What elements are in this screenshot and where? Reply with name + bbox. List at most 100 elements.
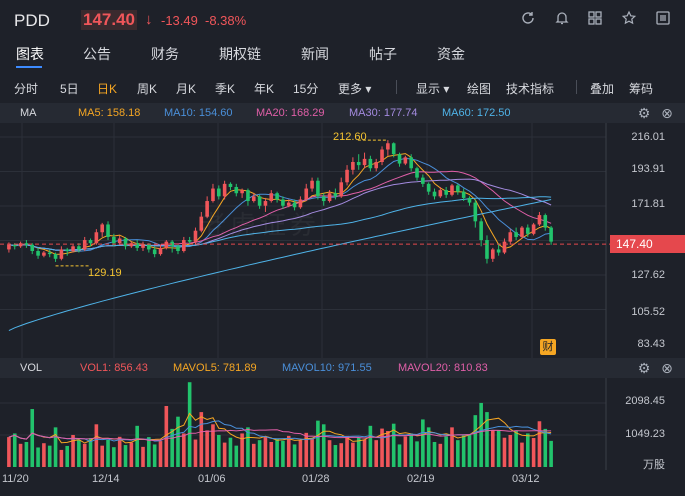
tab-options-chain[interactable]: 期权链 xyxy=(219,46,261,62)
candle xyxy=(123,238,128,247)
volume-bar xyxy=(502,437,507,467)
tab-news[interactable]: 新闻 xyxy=(301,46,329,62)
candle xyxy=(473,202,478,222)
volume-bar xyxy=(456,440,460,467)
volume-bar xyxy=(82,443,87,467)
period-5day[interactable]: 5日 xyxy=(60,82,79,96)
indicators-button[interactable]: 技术指标 xyxy=(506,82,555,96)
display-dropdown[interactable]: 显示 ▾ xyxy=(416,80,449,97)
candle xyxy=(298,199,303,208)
down-arrow-icon: ↓ xyxy=(145,11,153,28)
ma5-line xyxy=(8,153,552,255)
candle xyxy=(549,227,553,242)
mavol5-value: MAVOL5: 781.89 xyxy=(173,362,257,374)
period-intraday[interactable]: 分时 xyxy=(14,82,39,96)
close-icon[interactable]: ⊗ xyxy=(661,105,673,121)
candle xyxy=(176,246,180,251)
star-icon[interactable] xyxy=(619,10,639,30)
price-axis-label: 127.62 xyxy=(631,269,665,281)
volume-bar xyxy=(193,439,198,467)
volume-bar xyxy=(415,441,419,467)
tab-posts[interactable]: 帖子 xyxy=(369,46,397,62)
period-daily[interactable]: 日K xyxy=(97,82,118,96)
volume-bar xyxy=(374,440,379,467)
financial-report-badge[interactable]: 财 xyxy=(540,339,556,355)
refresh-icon[interactable] xyxy=(518,10,538,30)
volume-bar xyxy=(426,427,431,467)
candle xyxy=(88,240,93,244)
candle xyxy=(525,227,530,234)
top-bar: PDD 147.40 ↓ -13.49 -8.38% xyxy=(0,0,685,40)
candle xyxy=(30,244,35,251)
candle xyxy=(240,190,244,194)
period-15min[interactable]: 15分 xyxy=(293,82,319,96)
gear-icon[interactable]: ⚙ xyxy=(637,360,651,376)
volume-chart[interactable] xyxy=(0,378,685,470)
more-periods-dropdown[interactable]: 更多 ▾ xyxy=(338,80,371,97)
ma-label[interactable]: MA xyxy=(20,107,37,119)
candle xyxy=(467,197,472,203)
volume-bar xyxy=(473,415,478,467)
volume-bar xyxy=(292,444,297,467)
candle xyxy=(450,185,454,195)
candle xyxy=(246,190,250,202)
close-icon[interactable]: ⊗ xyxy=(661,360,673,376)
candle xyxy=(24,243,29,245)
volume-bar xyxy=(525,433,530,467)
volume-bar xyxy=(345,435,349,467)
candle xyxy=(391,143,396,155)
candle xyxy=(362,158,367,166)
mavol20-line xyxy=(8,428,552,441)
chips-button[interactable]: 筹码 xyxy=(629,82,654,96)
candle xyxy=(351,161,355,170)
tab-chart[interactable]: 图表 xyxy=(16,46,44,62)
drawing-button[interactable]: 绘图 xyxy=(467,82,492,96)
volume-bar xyxy=(141,446,145,467)
volume-bar xyxy=(88,438,93,467)
period-quarterly[interactable]: 季K xyxy=(215,82,236,96)
volume-bar xyxy=(520,442,524,467)
overlay-button[interactable]: 叠加 xyxy=(590,82,615,96)
tab-capital-flow[interactable]: 资金 xyxy=(437,46,465,62)
volume-bar xyxy=(491,430,495,467)
candle xyxy=(77,246,81,250)
grid-icon[interactable] xyxy=(585,10,605,30)
bell-icon[interactable] xyxy=(552,10,572,30)
price-change: -13.49 xyxy=(161,13,198,28)
volume-bar xyxy=(549,440,553,467)
candle xyxy=(129,243,134,247)
volume-bar xyxy=(310,438,314,467)
candle xyxy=(491,249,495,259)
volume-bar xyxy=(47,445,52,467)
candle xyxy=(327,193,332,202)
tab-financials[interactable]: 财务 xyxy=(151,46,179,62)
candle xyxy=(543,215,548,228)
candle xyxy=(257,196,262,206)
candle xyxy=(415,168,419,178)
volume-bar xyxy=(112,447,116,467)
candle xyxy=(275,193,279,200)
volume-legend-bar: VOL VOL1: 856.43 MAVOL5: 781.89 MAVOL10:… xyxy=(0,358,685,378)
candle xyxy=(147,244,151,250)
menu-icon[interactable] xyxy=(653,10,673,30)
tab-announcements[interactable]: 公告 xyxy=(83,46,111,62)
candle xyxy=(100,224,104,233)
volume-bar xyxy=(129,442,134,467)
volume-bar xyxy=(182,433,186,467)
period-weekly[interactable]: 周K xyxy=(137,82,158,96)
period-yearly[interactable]: 年K xyxy=(254,82,275,96)
price-change-percent: -8.38% xyxy=(205,13,247,28)
chart-toolbar: 分时 5日 日K 周K 月K 季K 年K 15分 更多 ▾ 显示 ▾ 绘图 技术… xyxy=(0,74,685,100)
candle xyxy=(438,190,443,197)
candle xyxy=(368,158,373,169)
volume-bar xyxy=(211,424,215,467)
price-chart[interactable] xyxy=(0,123,685,358)
candle xyxy=(502,241,507,253)
vol-label[interactable]: VOL xyxy=(20,362,43,374)
ma-legend-bar: MA MA5: 158.18 MA10: 154.60 MA20: 168.29… xyxy=(0,103,685,123)
candle xyxy=(339,182,344,197)
gear-icon[interactable]: ⚙ xyxy=(637,105,651,121)
candle xyxy=(65,249,70,251)
period-monthly[interactable]: 月K xyxy=(176,82,197,96)
volume-bar xyxy=(444,436,448,467)
